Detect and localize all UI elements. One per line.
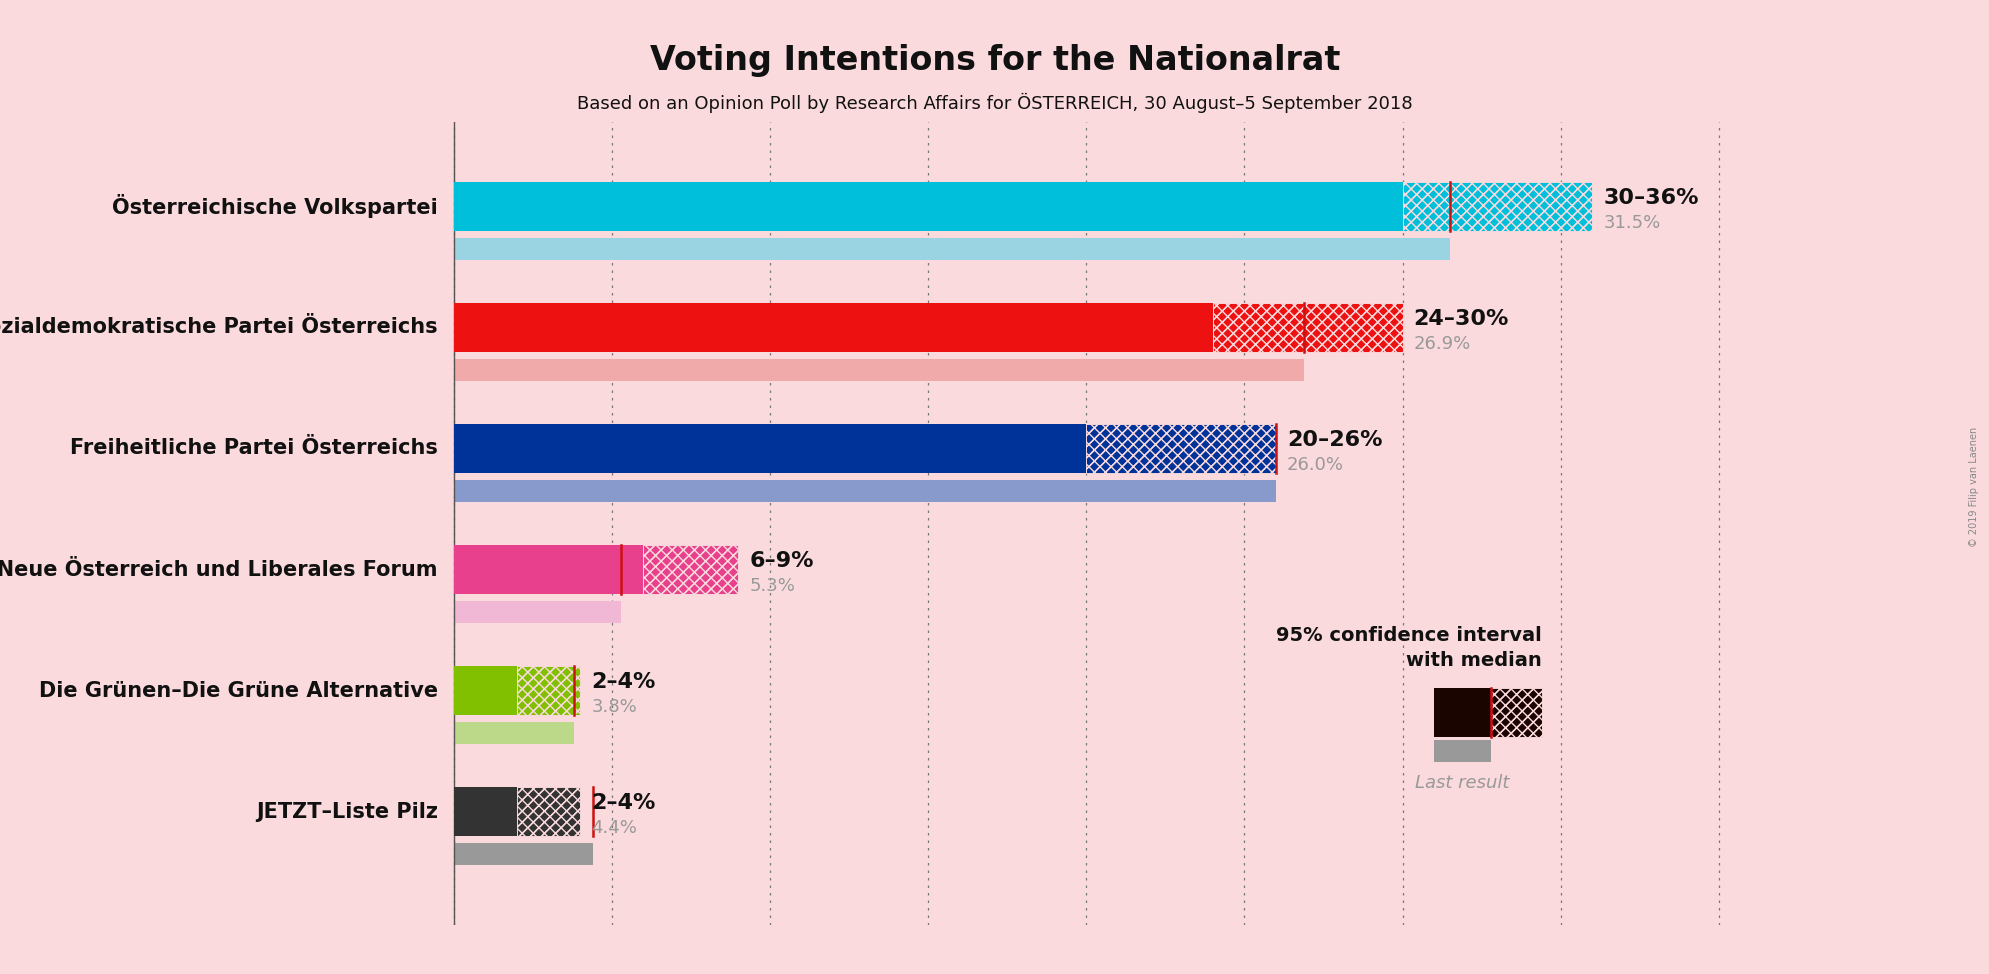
Bar <box>517 666 581 715</box>
Bar <box>453 182 1402 231</box>
Bar <box>1434 688 1490 736</box>
Bar <box>453 843 593 865</box>
Text: 30–36%: 30–36% <box>1603 188 1699 208</box>
Text: 3.8%: 3.8% <box>591 698 636 717</box>
Text: Österreichische Volkspartei: Österreichische Volkspartei <box>111 195 438 218</box>
Bar <box>453 722 573 744</box>
Text: 2–4%: 2–4% <box>591 672 654 693</box>
Text: 6–9%: 6–9% <box>750 551 814 571</box>
Text: Voting Intentions for the Nationalrat: Voting Intentions for the Nationalrat <box>650 44 1339 77</box>
Bar <box>1434 740 1490 762</box>
Bar <box>1211 303 1402 352</box>
Text: 4.4%: 4.4% <box>591 819 636 838</box>
Bar <box>453 601 621 622</box>
Text: 20–26%: 20–26% <box>1287 431 1382 450</box>
Text: 31.5%: 31.5% <box>1603 214 1659 233</box>
Text: 2–4%: 2–4% <box>591 793 654 813</box>
Bar <box>453 666 517 715</box>
Bar <box>1086 425 1275 472</box>
Text: 26.9%: 26.9% <box>1412 335 1470 354</box>
Text: 5.3%: 5.3% <box>750 578 796 595</box>
Text: NEOS–Das Neue Österreich und Liberales Forum: NEOS–Das Neue Österreich und Liberales F… <box>0 559 438 580</box>
Bar <box>453 359 1305 381</box>
Bar <box>453 238 1450 260</box>
Bar <box>1086 425 1275 472</box>
Text: Die Grünen–Die Grüne Alternative: Die Grünen–Die Grüne Alternative <box>38 681 438 700</box>
Bar <box>453 787 517 836</box>
Bar <box>517 787 581 836</box>
Bar <box>642 545 738 594</box>
Text: © 2019 Filip van Laenen: © 2019 Filip van Laenen <box>1967 427 1979 547</box>
Bar <box>642 545 738 594</box>
Bar <box>1490 688 1541 736</box>
Text: 95% confidence interval
with median: 95% confidence interval with median <box>1275 626 1541 670</box>
Text: Sozialdemokratische Partei Österreichs: Sozialdemokratische Partei Österreichs <box>0 318 438 337</box>
Bar <box>1490 688 1541 736</box>
Bar <box>453 545 642 594</box>
Bar <box>1211 303 1402 352</box>
Bar <box>517 787 581 836</box>
Bar <box>453 425 1086 472</box>
Bar <box>453 480 1275 502</box>
Text: JETZT–Liste Pilz: JETZT–Liste Pilz <box>257 802 438 821</box>
Text: Freiheitliche Partei Österreichs: Freiheitliche Partei Österreichs <box>70 438 438 459</box>
Text: 24–30%: 24–30% <box>1412 309 1508 329</box>
Text: Last result: Last result <box>1414 774 1510 792</box>
Text: Based on an Opinion Poll by Research Affairs for ÖSTERREICH, 30 August–5 Septemb: Based on an Opinion Poll by Research Aff… <box>577 93 1412 113</box>
Bar <box>1402 182 1591 231</box>
Bar <box>517 666 581 715</box>
Bar <box>1402 182 1591 231</box>
Bar <box>453 303 1211 352</box>
Text: 26.0%: 26.0% <box>1287 457 1343 474</box>
